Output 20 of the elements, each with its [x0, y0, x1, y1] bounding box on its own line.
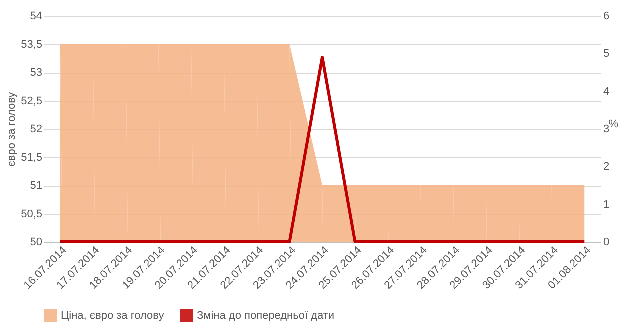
- y-tick-label: 53: [30, 67, 42, 79]
- y-tick-label: 52: [30, 124, 42, 136]
- y2-tick-label: 5: [604, 48, 610, 60]
- y2-tick-label: 1: [604, 198, 610, 211]
- y2-tick-label: 2: [604, 161, 610, 174]
- y2-tick-label: 4: [604, 86, 610, 98]
- y-tick-label: 53,5: [21, 38, 42, 51]
- legend-label: Ціна, євро за голову: [61, 310, 165, 322]
- y-axis-title: євро за голову: [6, 92, 18, 167]
- y2-tick-label: 3: [604, 124, 610, 136]
- y2-axis-title: %: [608, 118, 619, 130]
- y-tick-label: 50: [30, 236, 42, 248]
- y-tick-label: 50,5: [21, 208, 42, 220]
- y-tick-label: 52,5: [21, 95, 42, 108]
- y-tick-label: 51,5: [21, 152, 42, 164]
- legend-label: Зміна до попередньої дати: [197, 310, 335, 322]
- y-tick-label: 54: [30, 10, 42, 22]
- y2-tick-label: 6: [604, 10, 610, 22]
- y2-tick-label: 0: [604, 236, 610, 248]
- y-tick-label: 51: [30, 180, 42, 192]
